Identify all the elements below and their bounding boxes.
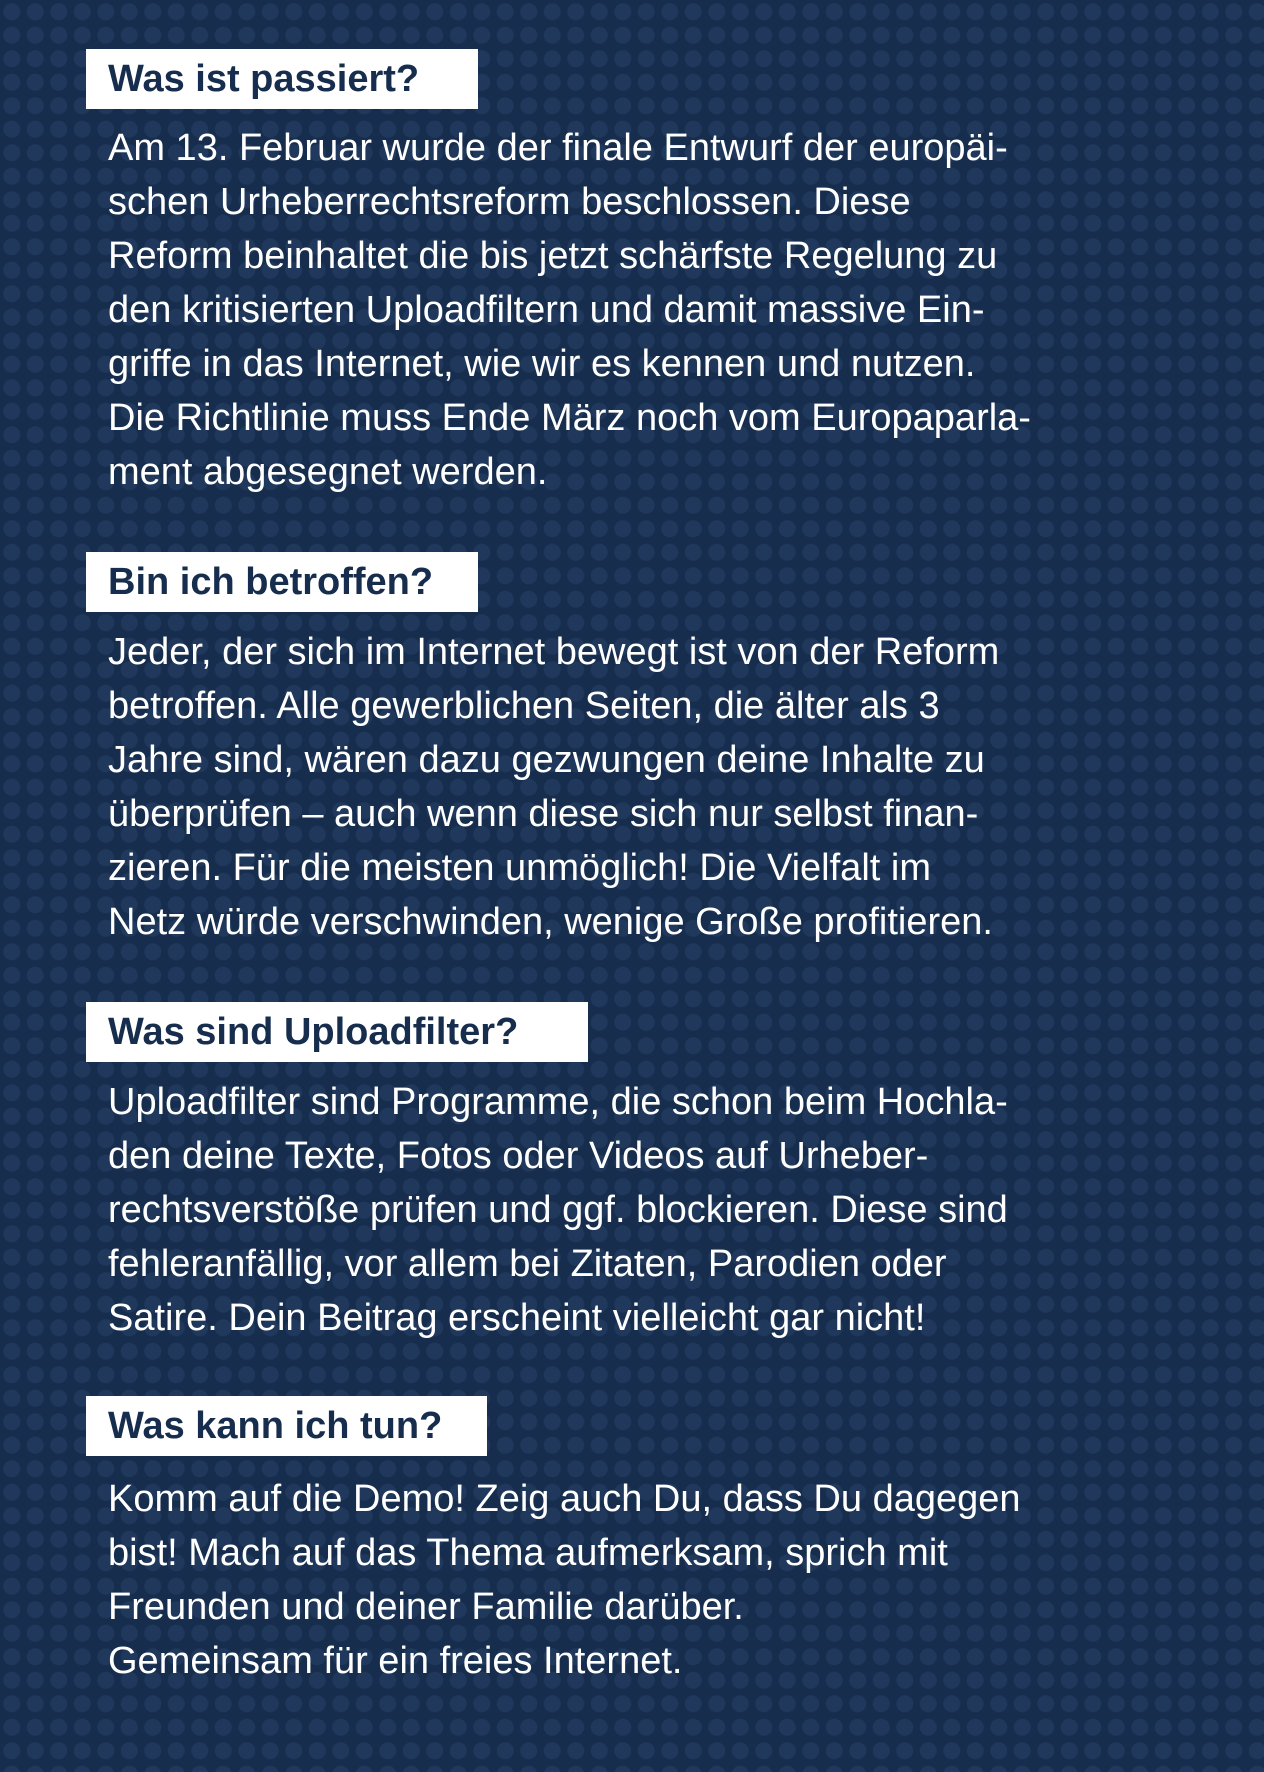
text-line: schen Urheberrechtsreform beschlossen. D… xyxy=(108,181,911,223)
text-line: Am 13. Februar wurde der finale Entwurf … xyxy=(108,127,1008,169)
section-heading-was-sind-uploadfilter: Was sind Uploadfilter? xyxy=(86,1002,588,1062)
text-line: Uploadfilter sind Programme, die schon b… xyxy=(108,1081,1008,1123)
text-line: Netz würde verschwinden, wenige Große pr… xyxy=(108,901,993,943)
text-line: Die Richtlinie muss Ende März noch vom E… xyxy=(108,397,1031,439)
text-line: griffe in das Internet, wie wir es kenne… xyxy=(108,343,976,385)
text-line: Gemeinsam für ein freies Internet. xyxy=(108,1640,683,1682)
section-heading-was-kann-ich-tun: Was kann ich tun? xyxy=(86,1396,487,1456)
text-line: rechtsverstöße prüfen und ggf. blockiere… xyxy=(108,1189,1008,1231)
section-body-bin-ich-betroffen: Jeder, der sich im Internet bewegt ist v… xyxy=(108,625,999,949)
text-line: Satire. Dein Beitrag erscheint vielleich… xyxy=(108,1297,926,1339)
text-line: Reform beinhaltet die bis jetzt schärfst… xyxy=(108,235,998,277)
text-line: überprüfen – auch wenn diese sich nur se… xyxy=(108,793,979,835)
text-line: Komm auf die Demo! Zeig auch Du, dass Du… xyxy=(108,1478,1021,1520)
text-line: fehleranfällig, vor allem bei Zitaten, P… xyxy=(108,1243,947,1285)
text-line: den kritisierten Uploadfiltern und damit… xyxy=(108,289,985,331)
section-body-was-sind-uploadfilter: Uploadfilter sind Programme, die schon b… xyxy=(108,1075,1008,1345)
text-line: betroffen. Alle gewerblichen Seiten, die… xyxy=(108,685,940,727)
section-heading-bin-ich-betroffen: Bin ich betroffen? xyxy=(86,552,478,612)
text-line: Freunden und deiner Familie darüber. xyxy=(108,1586,744,1628)
text-line: Jahre sind, wären dazu gezwungen deine I… xyxy=(108,739,985,781)
section-body-was-kann-ich-tun: Komm auf die Demo! Zeig auch Du, dass Du… xyxy=(108,1472,1021,1688)
text-line: ment abgesegnet werden. xyxy=(108,451,548,493)
text-line: zieren. Für die meisten unmöglich! Die V… xyxy=(108,847,931,889)
section-body-was-ist-passiert: Am 13. Februar wurde der finale Entwurf … xyxy=(108,121,1031,499)
text-line: bist! Mach auf das Thema aufmerksam, spr… xyxy=(108,1532,948,1574)
text-line: den deine Texte, Fotos oder Videos auf U… xyxy=(108,1135,929,1177)
text-line: Jeder, der sich im Internet bewegt ist v… xyxy=(108,631,1000,673)
section-heading-was-ist-passiert: Was ist passiert? xyxy=(86,49,478,109)
